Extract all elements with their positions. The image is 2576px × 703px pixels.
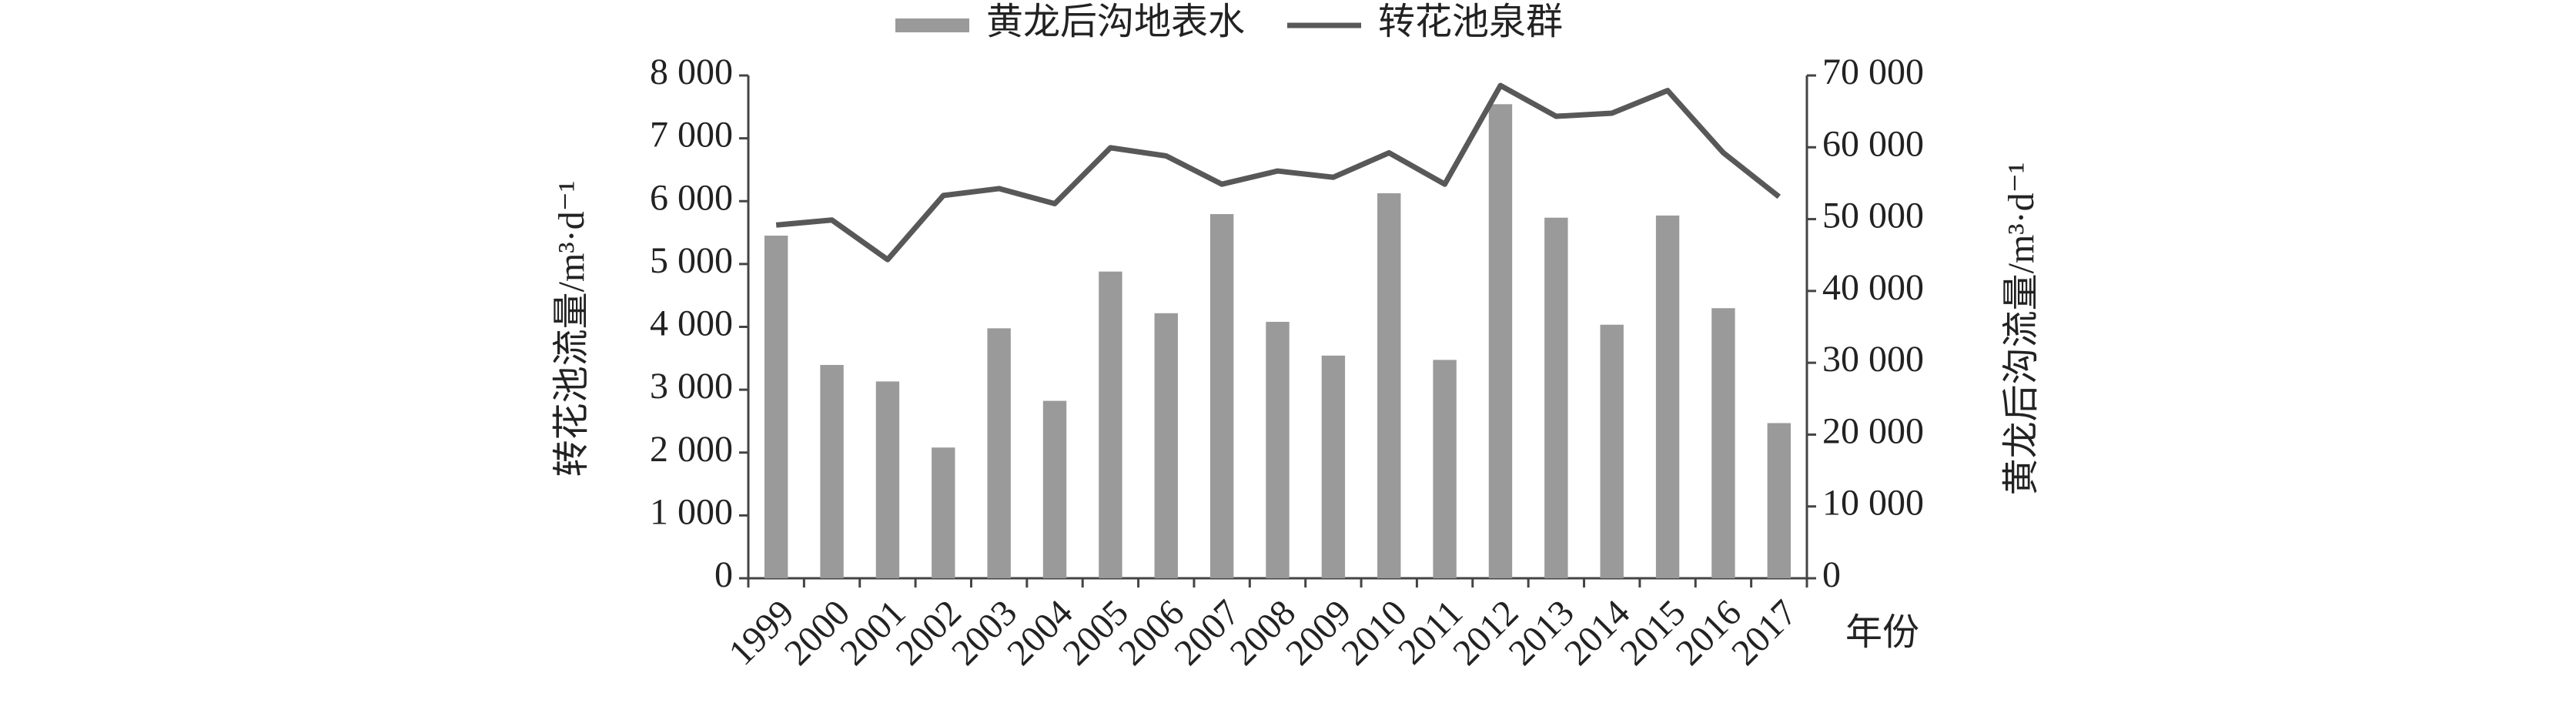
y-tick-label: 0 bbox=[714, 554, 733, 595]
line bbox=[775, 82, 1781, 263]
y2-tick-label: 70 000 bbox=[1822, 52, 1924, 92]
y2-tick-label: 10 000 bbox=[1822, 483, 1924, 524]
bar bbox=[1042, 400, 1067, 578]
bar bbox=[1655, 215, 1680, 578]
bar bbox=[1154, 313, 1178, 578]
bar bbox=[1321, 355, 1346, 578]
y-tick-label: 1 000 bbox=[650, 491, 733, 532]
y-tick-label: 7 000 bbox=[650, 115, 733, 156]
bar bbox=[1377, 192, 1401, 578]
y-tick-label: 8 000 bbox=[650, 52, 733, 92]
bar bbox=[1433, 360, 1457, 578]
bar bbox=[1266, 321, 1290, 578]
bar bbox=[1767, 423, 1791, 578]
y2-tick-label: 20 000 bbox=[1822, 410, 1924, 451]
y-tick-label: 4 000 bbox=[650, 303, 733, 344]
legend-label: 转花池泉群 bbox=[1378, 2, 1563, 42]
y2-tick-label: 60 000 bbox=[1822, 123, 1924, 164]
legend-swatch bbox=[895, 18, 969, 32]
bar bbox=[875, 381, 900, 578]
y-tick-label: 3 000 bbox=[650, 366, 733, 407]
bar bbox=[1099, 271, 1122, 578]
bar bbox=[1544, 217, 1568, 578]
legend-label: 黄龙后沟地表水 bbox=[986, 2, 1245, 42]
bar bbox=[820, 364, 844, 578]
y2-tick-label: 40 000 bbox=[1822, 267, 1924, 308]
y-tick-label: 2 000 bbox=[650, 429, 733, 470]
y2-tick-label: 0 bbox=[1822, 554, 1841, 595]
bar bbox=[1600, 324, 1624, 578]
y2-tick-label: 30 000 bbox=[1822, 339, 1924, 380]
bar bbox=[987, 328, 1011, 578]
y-tick-label: 6 000 bbox=[650, 177, 733, 218]
y2-axis-title: 黄龙后沟流量/m³·d⁻¹ bbox=[2001, 162, 2042, 496]
y-axis-title: 转花池流量/m³·d⁻¹ bbox=[551, 181, 592, 477]
y2-tick-label: 50 000 bbox=[1822, 196, 1924, 236]
x-axis-title: 年份 bbox=[1845, 612, 1919, 653]
bar bbox=[1488, 104, 1513, 579]
x-tick-label: 2017 bbox=[1724, 592, 1805, 673]
y-tick-label: 5 000 bbox=[650, 240, 733, 281]
bar bbox=[932, 447, 955, 578]
bar bbox=[1711, 308, 1735, 578]
bar bbox=[764, 236, 788, 578]
bar bbox=[1209, 214, 1234, 578]
